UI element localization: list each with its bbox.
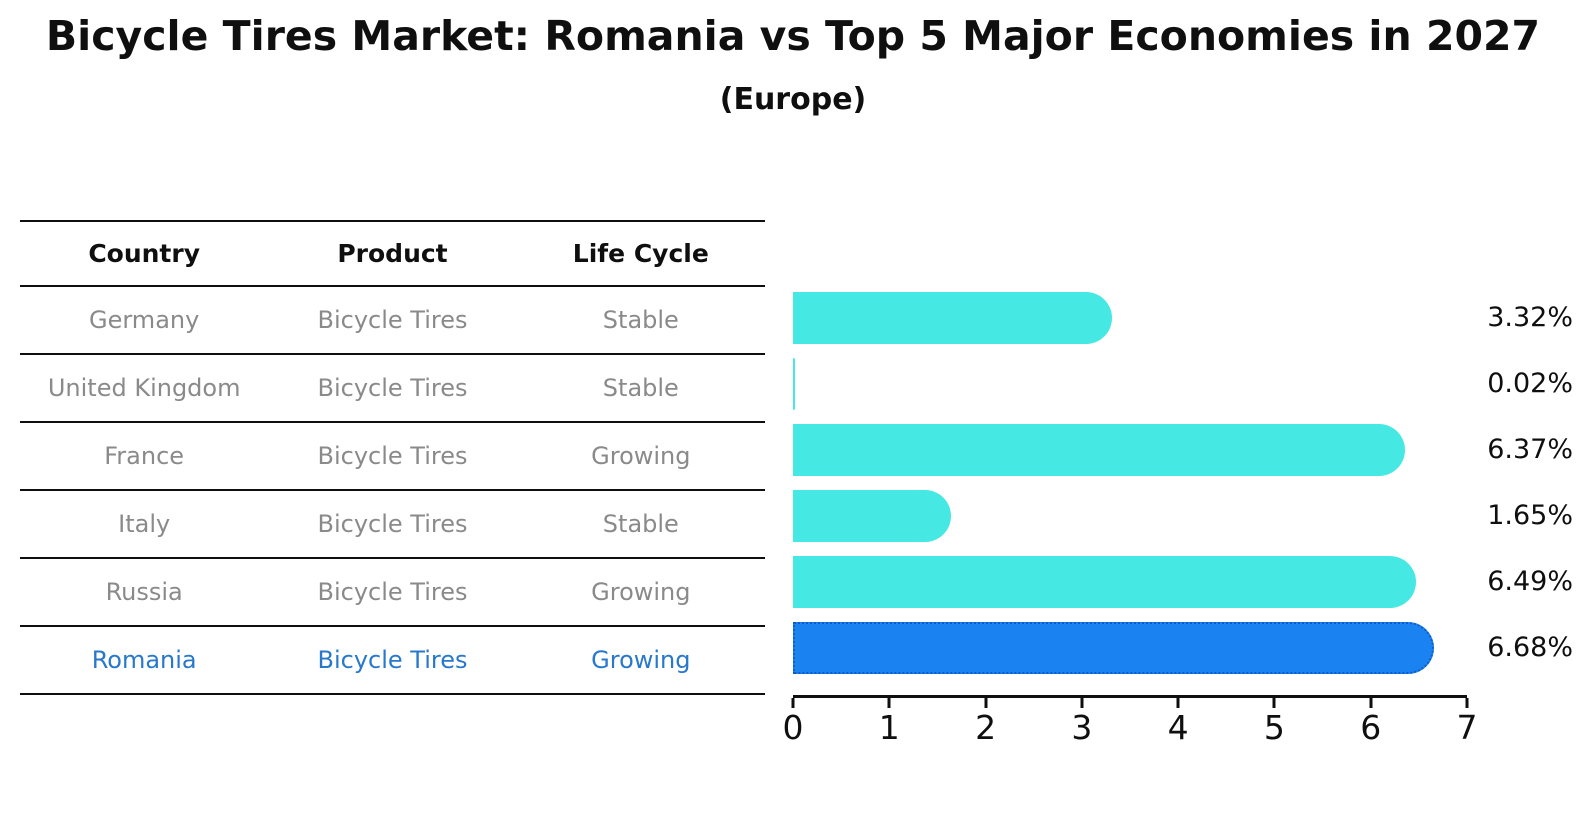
cell-life-cycle: Stable [602, 374, 679, 402]
bar-germany [793, 292, 1112, 344]
table-row-romania: Romania Bicycle Tires Growing [20, 627, 765, 695]
x-axis-tick: 0 [783, 698, 804, 744]
tick-mark [1465, 698, 1469, 708]
cell-country: Italy [118, 510, 171, 538]
bar-united-kingdom [793, 358, 795, 410]
tick-label: 6 [1360, 708, 1382, 747]
value-label-italy: 1.65% [1487, 500, 1573, 531]
tick-mark [887, 698, 891, 708]
bar-italy [793, 490, 952, 542]
tick-label: 5 [1263, 708, 1285, 747]
tick-mark [1176, 698, 1180, 708]
cell-country: Russia [105, 578, 183, 606]
x-axis: 0 1 2 3 4 5 6 7 [783, 695, 1478, 748]
table-row-germany: Germany Bicycle Tires Stable [20, 287, 765, 355]
tick-label: 1 [878, 708, 900, 747]
x-axis-tick: 4 [1168, 698, 1189, 744]
value-label-germany: 3.32% [1487, 302, 1573, 333]
cell-life-cycle: Growing [591, 578, 691, 606]
header-cell-product: Product [337, 239, 448, 268]
x-axis-tick: 3 [1071, 698, 1092, 744]
x-axis-tick: 7 [1457, 698, 1478, 744]
header-cell-country: Country [88, 239, 201, 268]
cell-life-cycle: Stable [602, 306, 679, 334]
x-axis-tick: 6 [1360, 698, 1381, 744]
chart-row-italy: 1.65% [793, 483, 1573, 549]
value-label-united-kingdom: 0.02% [1487, 368, 1573, 399]
tick-label: 7 [1456, 708, 1478, 747]
cell-country: Romania [91, 646, 197, 674]
table-row-united-kingdom: United Kingdom Bicycle Tires Stable [20, 355, 765, 423]
value-label-france: 6.37% [1487, 434, 1573, 465]
chart-row-russia: 6.49% [793, 549, 1573, 615]
bar-russia [793, 556, 1417, 608]
table-row-russia: Russia Bicycle Tires Growing [20, 559, 765, 627]
bar-france [793, 424, 1405, 476]
bar-chart: 3.32% 0.02% 6.37% 1.65% 6.49% 6.68% [793, 285, 1573, 681]
cell-product: Bicycle Tires [317, 374, 468, 402]
tick-label: 3 [1071, 708, 1093, 747]
bar-romania [793, 622, 1435, 674]
tick-mark [791, 698, 795, 708]
tick-mark [984, 698, 988, 708]
table-row-france: France Bicycle Tires Growing [20, 423, 765, 491]
table-row-italy: Italy Bicycle Tires Stable [20, 491, 765, 559]
x-axis-tick: 1 [879, 698, 900, 744]
cell-product: Bicycle Tires [317, 578, 468, 606]
tick-mark [1272, 698, 1276, 708]
cell-country: United Kingdom [47, 374, 241, 402]
cell-life-cycle: Stable [602, 510, 679, 538]
value-label-russia: 6.49% [1487, 566, 1573, 597]
chart-row-germany: 3.32% [793, 285, 1573, 351]
cell-product: Bicycle Tires [317, 646, 468, 674]
x-axis-tick: 5 [1264, 698, 1285, 744]
chart-row-united-kingdom: 0.02% [793, 351, 1573, 417]
x-axis-tick: 2 [975, 698, 996, 744]
tick-label: 4 [1167, 708, 1189, 747]
cell-product: Bicycle Tires [317, 306, 468, 334]
tick-mark [1369, 698, 1373, 708]
tick-label: 2 [975, 708, 997, 747]
cell-product: Bicycle Tires [317, 510, 468, 538]
chart-row-france: 6.37% [793, 417, 1573, 483]
chart-row-romania: 6.68% [793, 615, 1573, 681]
cell-country: Germany [89, 306, 200, 334]
data-table: Country Product Life Cycle Germany Bicyc… [20, 220, 765, 695]
cell-product: Bicycle Tires [317, 442, 468, 470]
cell-life-cycle: Growing [591, 646, 691, 674]
table-header-row: Country Product Life Cycle [20, 220, 765, 287]
tick-mark [1080, 698, 1084, 708]
tick-label: 0 [782, 708, 804, 747]
cell-country: France [104, 442, 185, 470]
value-label-romania: 6.68% [1487, 632, 1573, 663]
chart-title: Bicycle Tires Market: Romania vs Top 5 M… [45, 12, 1541, 60]
cell-life-cycle: Growing [591, 442, 691, 470]
chart-subtitle: (Europe) [719, 82, 867, 117]
header-cell-life-cycle: Life Cycle [572, 239, 709, 268]
